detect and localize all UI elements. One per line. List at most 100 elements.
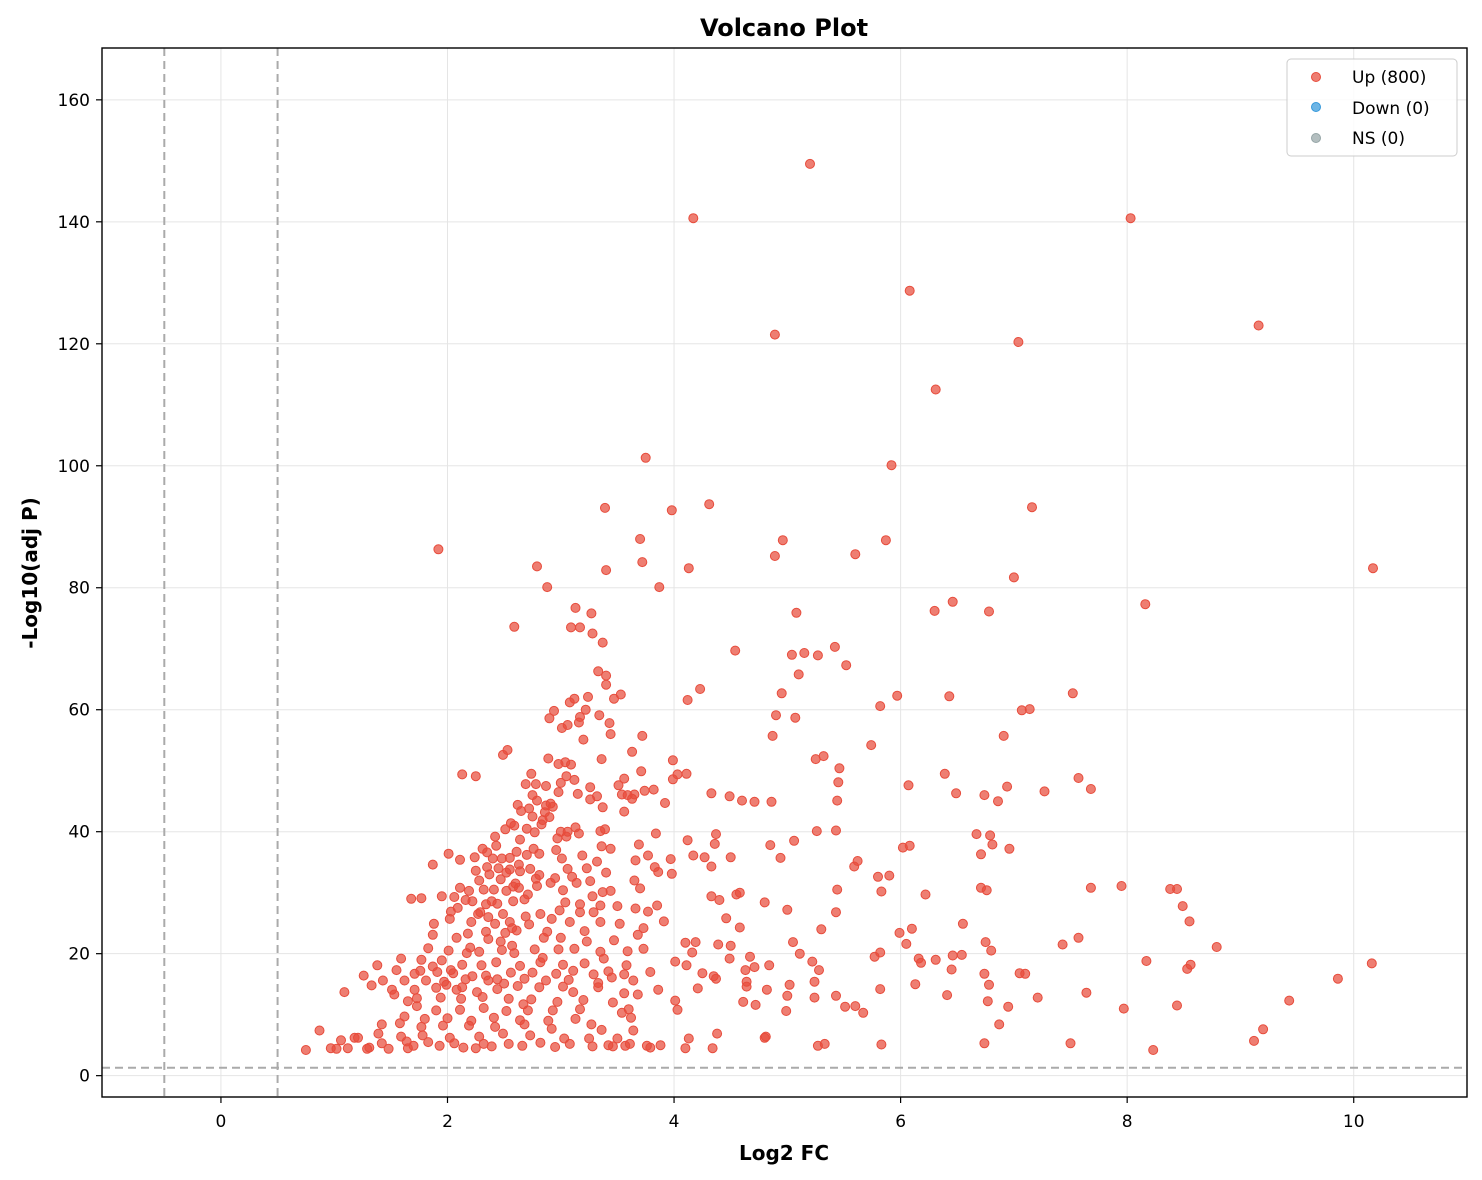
data-point (372, 960, 383, 971)
data-point (501, 867, 512, 878)
data-point (562, 863, 573, 874)
data-point (749, 962, 760, 973)
data-point (569, 943, 580, 954)
data-point (930, 384, 941, 395)
data-point (546, 913, 557, 924)
data-point (421, 975, 431, 986)
data-point (545, 877, 556, 888)
data-point (443, 848, 454, 859)
data-point (850, 1001, 861, 1012)
data-point (435, 992, 446, 1003)
data-point (1024, 704, 1035, 715)
data-point (650, 828, 661, 839)
data-point (402, 996, 413, 1007)
data-point (434, 1040, 445, 1051)
data-point (455, 882, 465, 893)
data-point (373, 1028, 384, 1039)
data-point (427, 859, 438, 870)
data-point (749, 796, 760, 807)
data-point (541, 975, 551, 986)
data-point (554, 905, 565, 916)
data-point (456, 993, 467, 1004)
data-point (478, 1003, 489, 1013)
data-point (759, 897, 770, 908)
data-point (427, 961, 438, 972)
data-point (451, 932, 462, 943)
data-point (483, 975, 494, 986)
data-point (512, 981, 523, 991)
data-point (486, 896, 497, 907)
data-point (607, 1041, 618, 1052)
data-point (433, 544, 444, 555)
data-point (638, 943, 649, 954)
data-point (588, 969, 599, 980)
data-point (549, 705, 559, 716)
data-point (490, 831, 501, 842)
data-point (858, 1007, 869, 1018)
data-point (542, 926, 553, 937)
data-point (492, 984, 503, 995)
data-point (929, 605, 940, 616)
data-point (570, 1013, 581, 1024)
data-point (507, 923, 518, 934)
data-point (979, 968, 990, 979)
legend-marker-ns (1311, 133, 1321, 143)
data-point (568, 987, 579, 998)
data-point (765, 840, 776, 851)
data-point (695, 684, 706, 694)
data-point (761, 984, 772, 995)
data-point (1013, 337, 1024, 347)
data-point (737, 795, 747, 806)
data-point (666, 868, 677, 879)
data-point (578, 995, 589, 1005)
data-point (904, 840, 915, 851)
data-point (547, 801, 558, 812)
data-point (637, 557, 648, 568)
data-point (597, 802, 608, 813)
data-point (1148, 1045, 1159, 1055)
data-point (391, 965, 402, 976)
data-point (542, 582, 553, 593)
data-point (721, 913, 732, 924)
data-point (707, 1043, 718, 1054)
data-point (484, 869, 495, 880)
data-point (628, 975, 639, 986)
data-point (383, 1043, 394, 1054)
data-point (449, 892, 460, 902)
data-point (1118, 1003, 1129, 1014)
data-point (436, 955, 447, 966)
data-point (581, 863, 592, 874)
data-point (402, 1043, 413, 1054)
data-point (592, 856, 602, 867)
data-point (976, 849, 986, 860)
data-point (670, 956, 681, 967)
data-point (832, 795, 843, 806)
data-point (495, 936, 506, 947)
data-point (903, 780, 914, 791)
data-point (561, 771, 572, 782)
data-point (525, 1030, 536, 1041)
data-point (622, 946, 633, 957)
data-point (314, 1025, 325, 1036)
data-point (626, 1012, 636, 1023)
data-point (445, 906, 456, 917)
data-point (553, 944, 564, 955)
data-point (496, 945, 507, 955)
data-point (555, 777, 566, 788)
data-point (786, 649, 797, 660)
data-point (508, 896, 519, 907)
data-point (688, 213, 699, 224)
data-point (1284, 995, 1295, 1006)
data-point (483, 912, 494, 923)
data-point (730, 645, 741, 656)
data-point (503, 993, 514, 1004)
legend-marker-down (1311, 102, 1321, 112)
legend-marker-up (1311, 72, 1321, 82)
data-point (681, 960, 692, 971)
data-point (706, 891, 717, 902)
data-point (609, 935, 619, 946)
data-point (571, 877, 582, 888)
data-point (508, 881, 519, 892)
data-point (904, 285, 915, 296)
data-point (490, 1021, 501, 1032)
